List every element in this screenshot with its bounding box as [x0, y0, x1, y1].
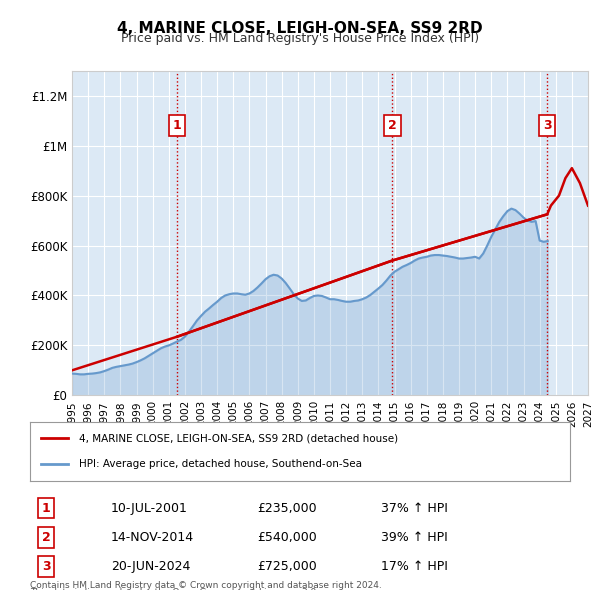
Text: 37% ↑ HPI: 37% ↑ HPI — [381, 502, 448, 514]
Text: 20-JUN-2024: 20-JUN-2024 — [111, 560, 190, 573]
Text: 14-NOV-2014: 14-NOV-2014 — [111, 531, 194, 544]
Text: 3: 3 — [543, 119, 551, 132]
Text: £235,000: £235,000 — [257, 502, 316, 514]
Text: 17% ↑ HPI: 17% ↑ HPI — [381, 560, 448, 573]
Text: This data is licensed under the Open Government Licence v3.0.: This data is licensed under the Open Gov… — [30, 588, 319, 590]
Text: 2: 2 — [388, 119, 397, 132]
Text: 3: 3 — [42, 560, 50, 573]
Text: 4, MARINE CLOSE, LEIGH-ON-SEA, SS9 2RD (detached house): 4, MARINE CLOSE, LEIGH-ON-SEA, SS9 2RD (… — [79, 434, 398, 443]
Text: 39% ↑ HPI: 39% ↑ HPI — [381, 531, 448, 544]
Text: £725,000: £725,000 — [257, 560, 317, 573]
Text: 10-JUL-2001: 10-JUL-2001 — [111, 502, 188, 514]
Text: 1: 1 — [173, 119, 182, 132]
Text: 2: 2 — [42, 531, 50, 544]
Text: Contains HM Land Registry data © Crown copyright and database right 2024.: Contains HM Land Registry data © Crown c… — [30, 581, 382, 590]
Text: £540,000: £540,000 — [257, 531, 317, 544]
Text: 1: 1 — [42, 502, 50, 514]
Text: Price paid vs. HM Land Registry's House Price Index (HPI): Price paid vs. HM Land Registry's House … — [121, 32, 479, 45]
Text: HPI: Average price, detached house, Southend-on-Sea: HPI: Average price, detached house, Sout… — [79, 460, 362, 469]
Text: 4, MARINE CLOSE, LEIGH-ON-SEA, SS9 2RD: 4, MARINE CLOSE, LEIGH-ON-SEA, SS9 2RD — [117, 21, 483, 35]
